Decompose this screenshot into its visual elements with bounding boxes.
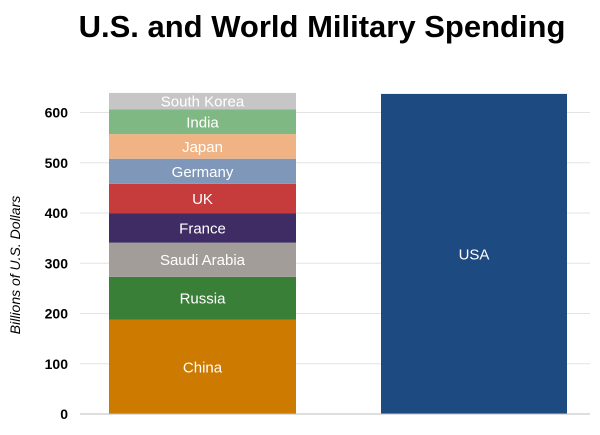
bar-labels: China Russia Saudi Arabia France UK Germany Ja… <box>160 94 489 377</box>
bar-label-saudi-arabia: Saudi Arabia <box>160 252 246 269</box>
y-tick-label-300: 300 <box>45 255 69 271</box>
bar-label-uk: UK <box>192 191 213 208</box>
bar-segment-usa <box>381 93 567 414</box>
bar-segment-india <box>109 109 296 135</box>
bar-label-russia: Russia <box>180 291 227 308</box>
bar-label-usa: USA <box>459 246 490 263</box>
y-tick-label-100: 100 <box>45 356 69 372</box>
bar-segment-france <box>109 213 296 243</box>
bar-segment-russia <box>109 276 296 320</box>
y-tick-label-400: 400 <box>45 205 69 221</box>
bar-label-india: India <box>186 114 219 131</box>
y-axis-label: Billions of U.S. Dollars <box>7 196 23 335</box>
chart-title: U.S. and World Military Spending <box>79 9 566 44</box>
bar-segment-south-korea <box>109 92 296 110</box>
y-axis-ticks: 0 100 200 300 400 500 600 <box>45 105 69 423</box>
y-tick-label-0: 0 <box>60 406 68 422</box>
bar-label-france: France <box>179 221 226 238</box>
bars <box>109 92 567 414</box>
y-tick-label-200: 200 <box>45 306 69 322</box>
bar-segment-japan <box>109 134 296 159</box>
bar-label-japan: Japan <box>182 139 223 156</box>
bar-segment-saudi-arabia <box>109 242 296 277</box>
y-tick-label-600: 600 <box>45 105 69 121</box>
bar-label-south-korea: South Korea <box>161 94 245 111</box>
bar-segment-uk <box>109 183 296 214</box>
y-tick-label-500: 500 <box>45 155 69 171</box>
bar-segment-china <box>109 319 296 414</box>
bar-label-china: China <box>183 359 223 376</box>
bar-segment-germany <box>109 158 296 184</box>
bar-label-germany: Germany <box>172 164 234 181</box>
